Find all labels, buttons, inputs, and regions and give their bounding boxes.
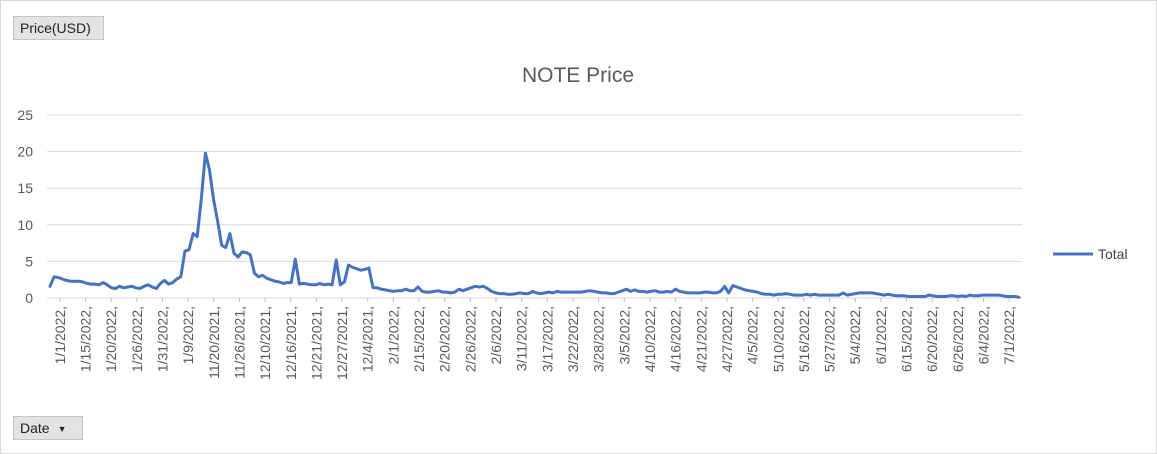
axis-field-dropdown[interactable]: Date ▼ [13,416,83,440]
series-layer [48,151,1021,299]
x-tick-label: 1/20/2022, [103,306,119,372]
legend[interactable]: Total [1053,246,1128,262]
x-tick-label: 1/15/2022, [77,306,93,372]
x-tick-label: 3/17/2022, [539,306,555,372]
x-tick-label: 6/20/2022, [924,306,940,372]
value-field-button[interactable]: Price(USD) [13,16,104,40]
x-tick-label: 3/5/2022, [616,306,632,364]
x-tick-label: 3/11/2022, [514,306,530,371]
y-tick-label: 15 [17,180,33,196]
x-tick-label: 2/26/2022, [462,306,478,372]
x-tick-label: 6/26/2022, [950,306,966,372]
x-tick-label: 5/4/2022, [847,306,863,364]
gridlines [47,114,1022,299]
x-tick-label: 6/1/2022, [873,306,889,364]
x-tick-label: 12/27/2021, [334,306,350,380]
x-tick-label: 4/16/2022, [668,306,684,372]
x-tick-label: 12/4/2021, [360,306,376,372]
y-axis-ticks: 0 5 10 15 20 25 [17,107,33,306]
x-tick-label: 5/10/2022, [770,306,786,372]
x-axis-ticks: 1/1/2022, 1/15/2022, 1/20/2022, 1/26/2022, 1… [52,298,1017,380]
x-tick-label: 6/4/2022, [976,306,992,364]
legend-label-total: Total [1098,246,1128,262]
x-tick-label: 7/1/2022, [1001,306,1017,364]
x-tick-label: 2/20/2022, [437,306,453,372]
x-tick-label: 12/16/2021, [283,306,299,380]
x-tick-label: 4/27/2022, [719,306,735,372]
series-line-total[interactable] [48,151,1021,299]
x-tick-label: 5/27/2022, [822,306,838,372]
x-tick-label: 3/22/2022, [565,306,581,372]
x-tick-label: 11/20/2021, [206,306,222,379]
x-tick-label: 12/21/2021, [308,306,324,380]
y-tick-label: 0 [25,290,33,306]
x-tick-label: 2/1/2022, [385,306,401,364]
x-tick-label: 1/1/2022, [52,306,68,364]
axis-field-label: Date [20,420,50,436]
y-tick-label: 20 [17,144,33,160]
x-tick-label: 1/31/2022, [154,306,170,372]
x-tick-label: 12/10/2021, [257,306,273,380]
x-tick-label: 4/10/2022, [642,306,658,372]
x-tick-label: 6/15/2022, [899,306,915,372]
y-tick-label: 25 [17,107,33,123]
x-tick-label: 1/26/2022, [129,306,145,372]
chart-title: NOTE Price [522,64,634,87]
x-tick-label: 2/6/2022, [488,306,504,364]
x-tick-label: 11/26/2021, [231,306,247,379]
x-tick-label: 4/5/2022, [745,306,761,364]
x-tick-label: 5/16/2022, [796,306,812,372]
dropdown-arrow-icon[interactable]: ▼ [57,424,67,434]
x-tick-label: 3/28/2022, [591,306,607,372]
value-field-label: Price(USD) [20,20,91,36]
x-tick-label: 2/15/2022, [411,306,427,372]
x-tick-label: 1/9/2022, [180,306,196,364]
y-tick-label: 5 [25,253,33,269]
y-tick-label: 10 [17,217,33,233]
x-tick-label: 4/21/2022, [693,306,709,372]
